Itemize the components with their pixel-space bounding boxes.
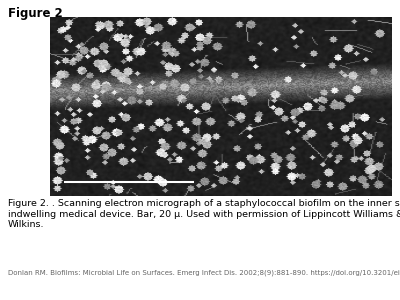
Text: Figure 2: Figure 2 xyxy=(8,8,63,20)
Text: Figure 2. . Scanning electron micrograph of a staphylococcal biofilm on the inne: Figure 2. . Scanning electron micrograph… xyxy=(8,200,400,229)
Text: Donlan RM. Biofilms: Microbial Life on Surfaces. Emerg Infect Dis. 2002;8(9):881: Donlan RM. Biofilms: Microbial Life on S… xyxy=(8,270,400,277)
